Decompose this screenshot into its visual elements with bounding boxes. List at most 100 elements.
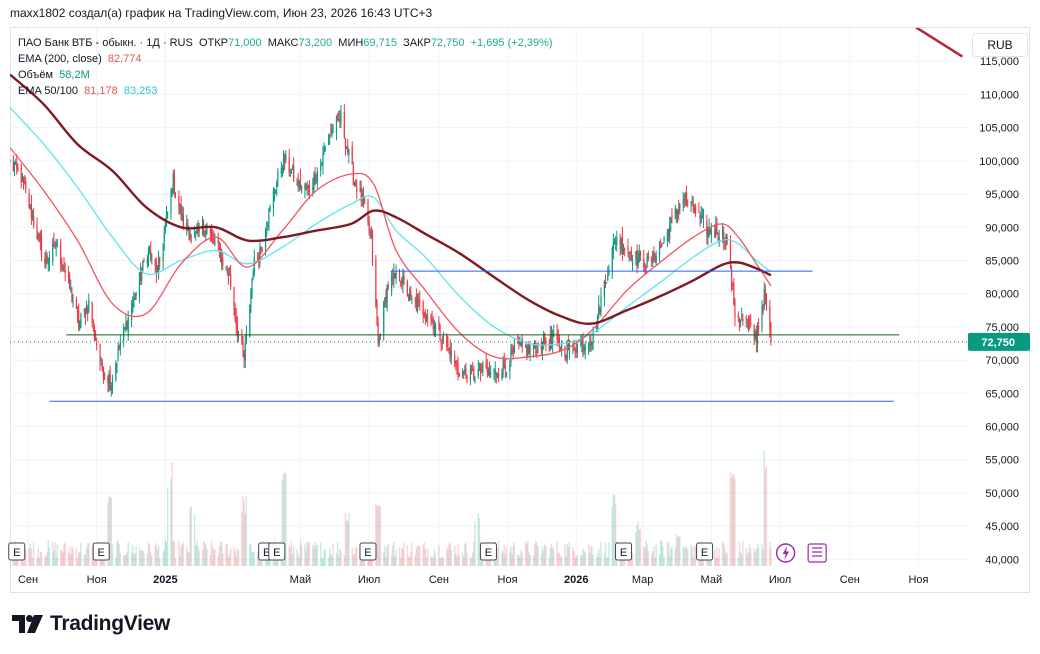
- volume-bar: [564, 544, 566, 566]
- earnings-marker[interactable]: E: [92, 542, 110, 561]
- candle-body: [670, 217, 672, 223]
- volume-bar: [336, 542, 339, 566]
- price-tick-label: 45,000: [985, 521, 1019, 533]
- volume-bar: [384, 545, 386, 566]
- volume-bar: [748, 543, 751, 566]
- volume-bar: [93, 555, 96, 566]
- candle-body: [411, 298, 413, 300]
- earnings-marker[interactable]: E: [268, 542, 286, 561]
- volume-bar: [179, 555, 181, 566]
- candle-body: [280, 168, 282, 174]
- candle-body: [250, 290, 252, 307]
- legend-ema50100-row[interactable]: EMA 50/100 81,178 83,253: [18, 83, 553, 99]
- volume-bar: [236, 548, 239, 566]
- candle-body: [582, 339, 584, 351]
- candle-body: [651, 259, 653, 263]
- candle-body: [222, 258, 224, 266]
- earnings-marker[interactable]: E: [696, 542, 714, 561]
- candle-body: [320, 164, 322, 171]
- candle-body: [391, 277, 393, 292]
- volume-bar: [431, 557, 433, 566]
- candle-body: [479, 367, 482, 373]
- candle-body: [190, 235, 192, 237]
- volume-bar: [22, 556, 25, 566]
- candle-body: [194, 233, 196, 235]
- volume-bar: [298, 557, 301, 566]
- candle-body: [529, 346, 531, 356]
- volume-bar: [502, 552, 504, 566]
- time-tick-label: Мар: [632, 574, 654, 586]
- candle-body: [108, 376, 110, 386]
- candle-body: [550, 331, 553, 342]
- candle-body: [156, 269, 159, 272]
- candle-body: [723, 231, 725, 243]
- candle-body: [88, 300, 90, 311]
- candle-body: [671, 214, 673, 218]
- candle-body: [716, 222, 718, 235]
- candle-body: [69, 274, 71, 289]
- volume-bar: [527, 541, 529, 566]
- volume-bar: [635, 532, 637, 566]
- candle-body: [257, 257, 259, 259]
- candle-body: [446, 335, 448, 347]
- candle-body: [130, 308, 133, 320]
- candle-body: [541, 349, 544, 352]
- candle-body: [639, 252, 642, 257]
- volume-bar: [155, 543, 158, 566]
- volume-bar: [321, 557, 323, 566]
- candle-body: [28, 193, 30, 208]
- candle-body: [134, 296, 136, 300]
- candle-body: [48, 257, 51, 263]
- volume-bar: [509, 551, 511, 566]
- candle-body: [356, 186, 358, 192]
- legend-ema200-row[interactable]: EMA (200, close) 82,774: [18, 51, 553, 67]
- volume-bar: [457, 544, 459, 566]
- volume-bar: [629, 556, 631, 566]
- candle-body: [300, 186, 303, 193]
- time-tick-label: Ноя: [87, 574, 107, 586]
- candle-body: [364, 196, 366, 202]
- candle-body: [206, 228, 208, 230]
- candle-body: [205, 231, 207, 235]
- candle-body: [297, 181, 299, 188]
- volume-bar: [565, 555, 567, 566]
- volume-bar: [677, 536, 680, 566]
- candle-body: [584, 346, 586, 351]
- tradingview-logo[interactable]: TradingView: [12, 612, 170, 636]
- volume-bar: [77, 552, 80, 566]
- candle-body: [532, 347, 535, 351]
- volume-bar: [416, 545, 419, 566]
- volume-bar: [599, 556, 601, 566]
- volume-bar: [379, 506, 382, 566]
- candle-body: [464, 369, 466, 374]
- candle-body: [576, 344, 578, 352]
- volume-bar: [544, 544, 546, 566]
- earnings-marker[interactable]: E: [359, 542, 377, 561]
- candle-body: [518, 341, 520, 344]
- earnings-marker[interactable]: E: [615, 542, 633, 561]
- earnings-marker[interactable]: E: [479, 542, 497, 561]
- legend-symbol[interactable]: ПАО Банк ВТБ - обыкн. · 1Д · RUS: [18, 37, 193, 49]
- candle-body: [414, 299, 416, 301]
- earnings-marker[interactable]: E: [8, 542, 26, 561]
- candle-body: [10, 161, 11, 163]
- candle-body: [289, 174, 291, 176]
- volume-bar: [448, 544, 450, 566]
- volume-bar: [13, 557, 16, 566]
- candle-body: [37, 233, 39, 240]
- candle-body: [487, 368, 490, 376]
- split-icon[interactable]: [807, 543, 827, 563]
- dividend-icon[interactable]: [775, 543, 796, 563]
- candle-body: [536, 350, 538, 354]
- volume-bar: [596, 553, 599, 566]
- candle-body: [725, 235, 727, 243]
- volume-bar: [513, 542, 516, 566]
- candle-body: [638, 253, 640, 262]
- time-tick-label: Ноя: [498, 574, 518, 586]
- volume-bar: [466, 553, 468, 566]
- currency-button[interactable]: RUB: [972, 33, 1028, 57]
- legend-volume-row[interactable]: Объём 58,2M: [18, 67, 553, 83]
- volume-bar: [604, 542, 607, 566]
- last-price-label[interactable]: 72,750: [968, 332, 1030, 351]
